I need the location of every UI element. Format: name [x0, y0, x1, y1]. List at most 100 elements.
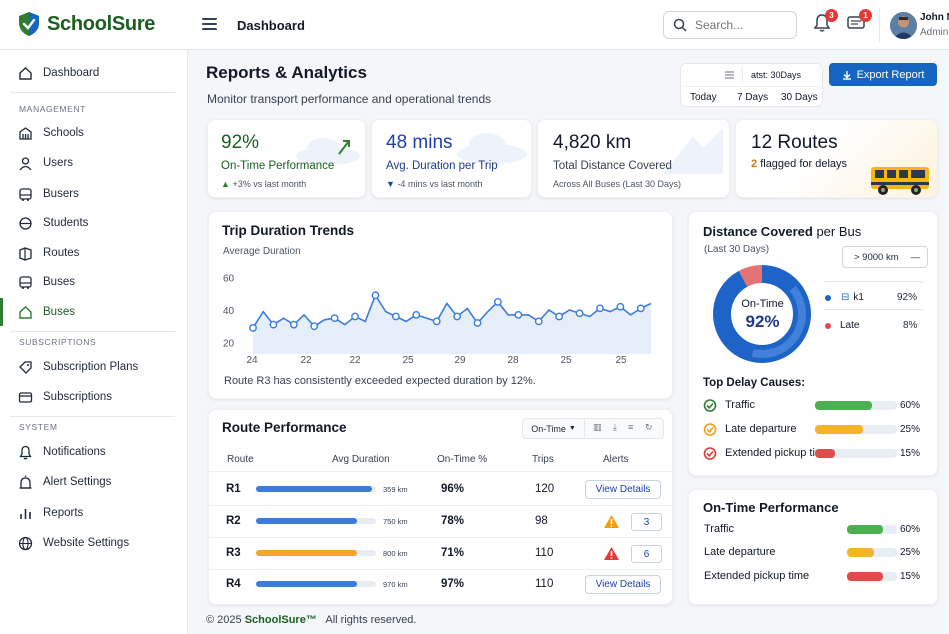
data-point	[412, 310, 421, 319]
notifications-bell[interactable]: 3	[812, 9, 838, 35]
sidebar-item-busers[interactable]: Busers	[0, 180, 187, 208]
refresh-icon[interactable]: ↻	[645, 422, 653, 432]
route-performance-card: Route Performance On-Time ▼ ▥ ⤓ ≡ ↻	[208, 409, 673, 605]
download-icon	[842, 70, 851, 80]
cause-pct: 15%	[899, 448, 920, 459]
column-header[interactable]: On-Time %	[437, 454, 488, 465]
duration-bar	[256, 518, 376, 524]
duration-bar	[256, 486, 376, 492]
alert-count-button[interactable]: 6	[631, 545, 662, 563]
alarm-icon	[19, 475, 32, 489]
sidebar-item-users[interactable]: Users	[0, 149, 187, 177]
legend-ontime: ⊟ k1	[825, 292, 864, 303]
search-box[interactable]	[663, 11, 797, 39]
duration-bar-fill	[256, 518, 357, 524]
stat-subtext: Across All Buses (Last 30 Days)	[553, 179, 682, 189]
column-header[interactable]: Trips	[532, 454, 554, 465]
cause-pct: 25%	[899, 424, 920, 435]
route-id[interactable]: R2	[226, 515, 241, 527]
sidebar-item-label: Busers	[43, 188, 79, 200]
column-header[interactable]: Alerts	[603, 454, 629, 465]
x-tick-label: 24	[246, 355, 258, 364]
route-distance: 970 km	[383, 580, 408, 589]
stat-trend: ▲ +3% vs last month	[221, 179, 307, 189]
sidebar-item-dashboard[interactable]: Dashboard	[0, 59, 187, 87]
sidebar-item-notifications[interactable]: Notifications	[0, 438, 187, 466]
sidebar-item-label: Buses	[43, 276, 75, 288]
distance-card: Distance Covered per Bus (Last 30 Days) …	[688, 211, 938, 476]
search-input[interactable]	[695, 18, 785, 32]
download-icon[interactable]: ⤓	[613, 422, 617, 432]
notification-badge: 3	[825, 9, 838, 22]
column-header[interactable]: Avg Duration	[332, 454, 390, 465]
distance-dropdown[interactable]: > 9000 km —	[842, 246, 928, 268]
data-point	[616, 302, 625, 311]
page-title: Reports & Analytics	[206, 63, 367, 82]
section-management: MANAGEMENT	[19, 104, 86, 114]
date-option-today[interactable]: Today	[690, 92, 717, 103]
dash-icon: —	[910, 251, 921, 263]
cause-bar	[815, 449, 835, 458]
x-tick-label: 29	[454, 355, 466, 364]
legend-late: Late	[825, 320, 859, 331]
menu-toggle-icon[interactable]	[202, 18, 217, 30]
data-point	[371, 291, 380, 300]
messages-button[interactable]: 1	[846, 9, 872, 35]
stat-card-routes: 12 Routes 2 flagged for delays	[735, 119, 938, 198]
column-icon[interactable]: ▥	[593, 422, 602, 432]
duration-bar-fill	[256, 581, 357, 587]
route-id[interactable]: R4	[226, 578, 241, 590]
trip-line-chart: 20 40 60 24 22 22 25 29 28 25 25	[223, 273, 652, 364]
duration-bar	[256, 550, 376, 556]
data-point	[310, 322, 319, 331]
sidebar-item-website-settings[interactable]: Website Settings	[0, 529, 187, 557]
view-details-button[interactable]: View Details	[585, 480, 661, 499]
ontime-bar	[847, 525, 883, 534]
avatar[interactable]	[890, 12, 917, 39]
delay-causes-title: Top Delay Causes:	[703, 377, 806, 389]
sidebar-item-students[interactable]: Students	[0, 209, 187, 237]
ontime-row-label: Late departure	[704, 546, 776, 558]
route-id[interactable]: R1	[226, 483, 241, 495]
sidebar-item-schools[interactable]: Schools	[0, 119, 187, 147]
sidebar-item-reports[interactable]: Reports	[0, 499, 187, 527]
chart-note: Route R3 has consistently exceeded expec…	[224, 375, 536, 387]
route-id[interactable]: R3	[226, 547, 241, 559]
header-title: Dashboard	[237, 18, 305, 33]
date-range-filter[interactable]: atst: 30Days Today 7 Days 30 Days	[680, 63, 824, 107]
sidebar-item-alert-settings[interactable]: Alert Settings	[0, 468, 187, 496]
sidebar-item-label: Schools	[43, 127, 84, 139]
ontime-filter-dropdown[interactable]: On-Time ▼	[523, 419, 585, 438]
sidebar-item-buses[interactable]: Buses	[0, 268, 187, 296]
sidebar-item-buses-active[interactable]: Buses	[0, 298, 187, 326]
y-tick-label: 40	[223, 306, 235, 317]
date-option-30days[interactable]: 30 Days	[781, 92, 818, 103]
export-label: Export Report	[856, 68, 925, 81]
bus-icon	[19, 187, 32, 201]
date-option-7days[interactable]: 7 Days	[737, 92, 769, 103]
user-name[interactable]: John M	[920, 12, 949, 23]
column-header[interactable]: Route	[227, 454, 254, 465]
alert-count-button[interactable]: 3	[631, 513, 662, 531]
export-report-button[interactable]: Export Report	[829, 63, 937, 86]
view-details-button[interactable]: View Details	[585, 575, 661, 594]
chart-title: Trip Duration Trends	[222, 223, 355, 238]
card-icon	[18, 391, 33, 403]
filter-icon[interactable]: ≡	[628, 422, 634, 432]
trip-count: 120	[535, 483, 555, 495]
ontime-bar	[847, 572, 883, 581]
sidebar-item-subscriptions[interactable]: Subscriptions	[0, 383, 187, 411]
data-point	[555, 312, 564, 321]
section-system: SYSTEM	[19, 422, 58, 432]
cause-label: Extended pickup time	[725, 447, 831, 459]
home-icon	[19, 66, 32, 80]
sidebar-item-label: Subscriptions	[43, 391, 113, 403]
data-point	[575, 309, 584, 318]
user-icon	[19, 156, 32, 170]
sidebar-item-routes[interactable]: Routes	[0, 239, 187, 267]
x-tick-label: 22	[300, 355, 312, 364]
chart-subtitle: Average Duration	[223, 246, 301, 257]
brand-logo[interactable]: SchoolSure	[17, 11, 155, 37]
sidebar-item-subscription-plans[interactable]: Subscription Plans	[0, 353, 187, 381]
ontime-row-label: Extended pickup time	[704, 570, 810, 582]
